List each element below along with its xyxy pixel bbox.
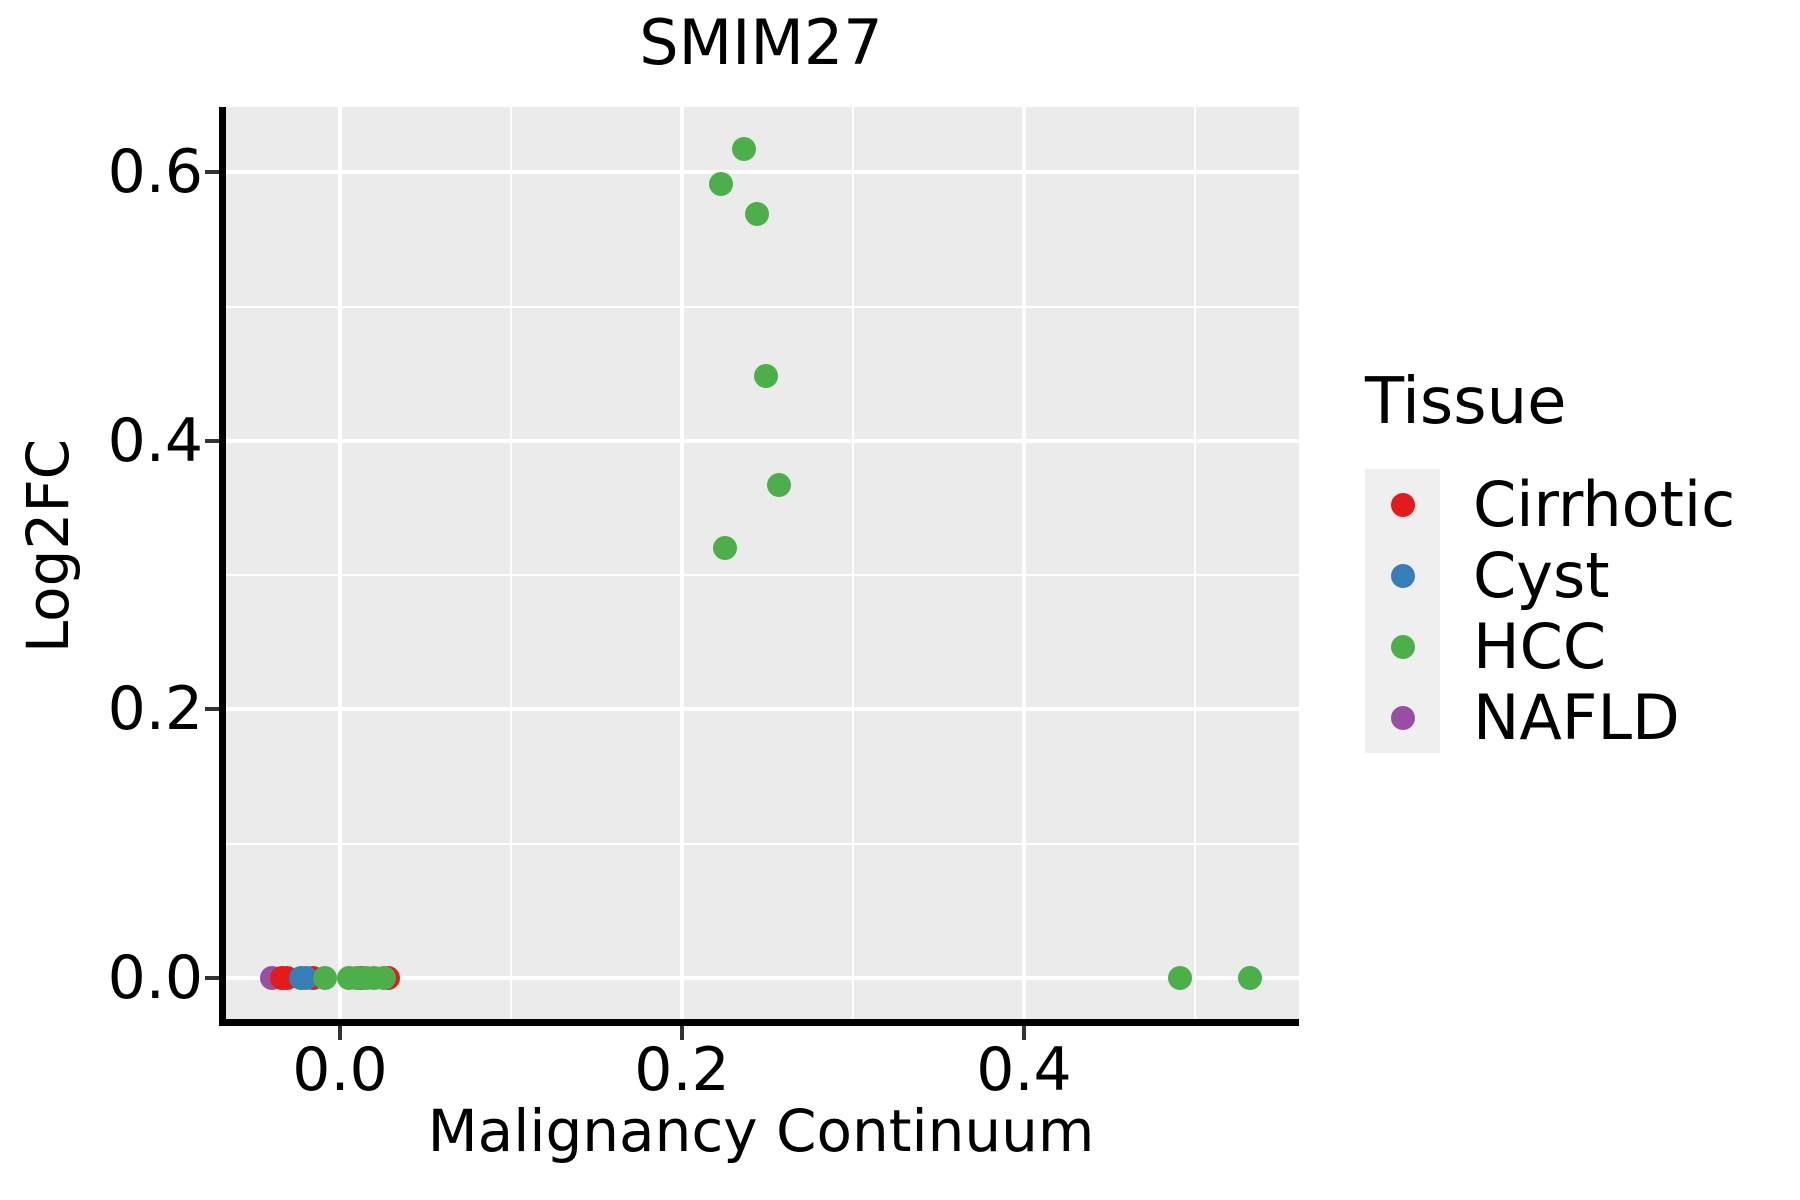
x-tick-label: 0.0 bbox=[292, 1035, 388, 1105]
x-axis-title: Malignancy Continuum bbox=[427, 1097, 1095, 1165]
y-tick-mark bbox=[205, 170, 219, 175]
y-tick-label: 0.4 bbox=[107, 405, 203, 476]
y-tick-label: 0.6 bbox=[107, 137, 203, 208]
legend-key bbox=[1365, 469, 1440, 540]
x-tick-mark bbox=[1022, 1026, 1026, 1040]
y-axis-title: Log2FC bbox=[14, 438, 82, 654]
legend-dot-hcc bbox=[1390, 634, 1415, 659]
gridline-horizontal bbox=[223, 305, 1299, 308]
legend-item-cyst: Cyst bbox=[1365, 540, 1735, 611]
gridline-horizontal bbox=[223, 438, 1299, 443]
data-point-hcc bbox=[767, 473, 792, 498]
gridline-horizontal bbox=[223, 170, 1299, 175]
gridline-vertical bbox=[852, 107, 854, 1022]
x-tick-mark bbox=[680, 1026, 684, 1040]
y-tick-mark bbox=[205, 707, 219, 712]
data-point-hcc bbox=[709, 172, 734, 197]
gridline-vertical bbox=[338, 107, 342, 1022]
legend-item-hcc: HCC bbox=[1365, 611, 1735, 682]
legend-label-cyst: Cyst bbox=[1473, 538, 1610, 612]
data-point-hcc bbox=[753, 364, 778, 389]
gridline-vertical bbox=[680, 107, 684, 1022]
data-point-hcc bbox=[1237, 966, 1262, 990]
x-axis-spine bbox=[219, 1019, 1299, 1026]
legend-label-hcc: HCC bbox=[1473, 609, 1607, 683]
legend-key bbox=[1365, 682, 1440, 753]
gridline-horizontal bbox=[223, 842, 1299, 845]
data-point-hcc bbox=[731, 137, 756, 162]
y-tick-label: 0.2 bbox=[107, 674, 203, 745]
legend-key bbox=[1365, 611, 1440, 682]
legend-label-cirrhotic: Cirrhotic bbox=[1473, 467, 1736, 541]
gridline-vertical bbox=[1194, 107, 1196, 1022]
data-point-hcc bbox=[312, 966, 337, 990]
plot-title: SMIM27 bbox=[639, 6, 883, 79]
x-tick-label: 0.4 bbox=[976, 1035, 1072, 1105]
y-tick-mark bbox=[205, 438, 219, 443]
y-tick-label: 0.0 bbox=[107, 943, 203, 1013]
plot-panel bbox=[223, 107, 1299, 1022]
legend-dot-cirrhotic bbox=[1390, 492, 1415, 517]
legend-item-cirrhotic: Cirrhotic bbox=[1365, 469, 1735, 540]
gridline-horizontal bbox=[223, 976, 1299, 980]
gridline-horizontal bbox=[223, 574, 1299, 577]
legend-dot-cyst bbox=[1390, 563, 1415, 588]
legend-dot-nafld bbox=[1390, 705, 1415, 730]
data-point-hcc bbox=[712, 536, 737, 561]
legend-item-nafld: NAFLD bbox=[1365, 682, 1735, 753]
legend-label-nafld: NAFLD bbox=[1473, 680, 1680, 754]
legend-items: Cirrhotic Cyst HCC NAFLD bbox=[1365, 469, 1735, 753]
gridline-vertical bbox=[1022, 107, 1026, 1022]
gridline-horizontal bbox=[223, 707, 1299, 712]
gridline-vertical bbox=[510, 107, 512, 1022]
data-point-hcc bbox=[745, 201, 770, 226]
data-point-hcc bbox=[1167, 966, 1192, 990]
x-tick-label: 0.2 bbox=[634, 1035, 730, 1105]
y-tick-mark bbox=[205, 976, 219, 980]
legend-title: Tissue bbox=[1365, 365, 1567, 439]
y-axis-spine bbox=[219, 107, 226, 1026]
legend-key bbox=[1365, 540, 1440, 611]
x-tick-mark bbox=[338, 1026, 342, 1040]
data-point-hcc bbox=[372, 966, 397, 990]
